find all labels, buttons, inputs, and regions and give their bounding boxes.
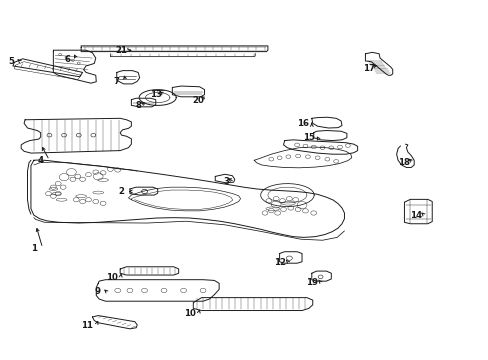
Text: 13: 13 <box>149 90 162 99</box>
Text: 17: 17 <box>362 64 374 73</box>
Text: 5: 5 <box>8 57 14 66</box>
Text: 20: 20 <box>192 96 203 105</box>
Text: 10: 10 <box>183 309 195 318</box>
Text: 19: 19 <box>305 278 317 287</box>
Text: 1: 1 <box>31 244 37 253</box>
Text: 21: 21 <box>115 46 127 55</box>
Text: 8: 8 <box>135 101 141 110</box>
Text: 7: 7 <box>113 77 120 86</box>
Text: 3: 3 <box>223 177 228 186</box>
Text: 6: 6 <box>65 55 71 64</box>
Text: 10: 10 <box>106 273 118 282</box>
Text: 11: 11 <box>81 321 93 330</box>
Text: 2: 2 <box>119 187 124 196</box>
Text: 18: 18 <box>398 158 409 167</box>
Text: 14: 14 <box>409 211 421 220</box>
Text: 9: 9 <box>94 287 100 296</box>
Text: 15: 15 <box>302 133 314 142</box>
Text: 12: 12 <box>273 258 285 267</box>
Text: 4: 4 <box>38 156 43 165</box>
Text: 16: 16 <box>296 119 308 128</box>
